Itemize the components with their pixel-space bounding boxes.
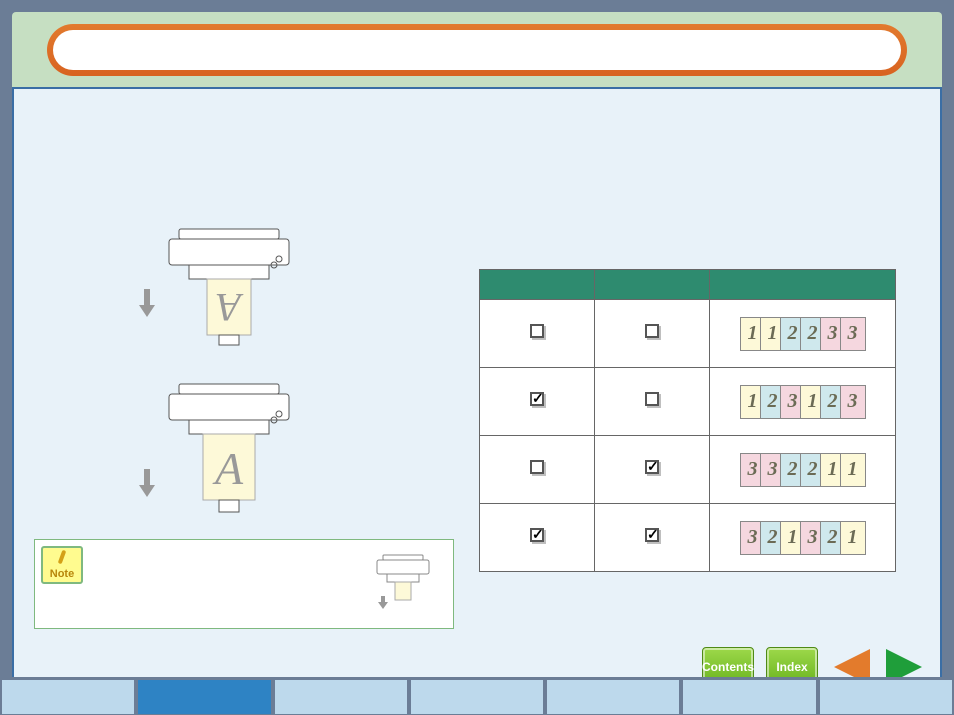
table-row: 321321 xyxy=(480,504,896,572)
collate-checkbox-cell xyxy=(480,368,595,436)
reverse-checkbox-cell xyxy=(595,436,710,504)
page-icon: 1 xyxy=(840,521,866,555)
reverse-checkbox[interactable] xyxy=(645,324,659,338)
collate-checkbox-cell xyxy=(480,504,595,572)
bottom-tab[interactable] xyxy=(138,680,270,714)
note-box: Note xyxy=(34,539,454,629)
table-row: 112233 xyxy=(480,300,896,368)
collate-checkbox[interactable] xyxy=(530,460,544,474)
bottom-tab[interactable] xyxy=(820,680,952,714)
reverse-checkbox-cell xyxy=(595,368,710,436)
table-row: 332211 xyxy=(480,436,896,504)
collate-table: 112233123123332211321321 xyxy=(479,269,896,572)
table-header-result xyxy=(710,270,896,300)
note-icon: Note xyxy=(41,546,83,584)
result-cell: 321321 xyxy=(710,504,896,572)
outer-frame: A A No xyxy=(12,12,942,703)
bottom-tab[interactable] xyxy=(683,680,815,714)
result-cell: 112233 xyxy=(710,300,896,368)
page-title xyxy=(53,30,901,70)
contents-button-label: Contents xyxy=(702,660,754,674)
bottom-tabs xyxy=(0,677,954,715)
bottom-tab[interactable] xyxy=(275,680,407,714)
collate-checkbox-cell xyxy=(480,300,595,368)
collate-checkbox[interactable] xyxy=(530,324,544,338)
svg-text:A: A xyxy=(212,443,244,494)
table-header-col2 xyxy=(595,270,710,300)
reverse-checkbox[interactable] xyxy=(645,528,659,542)
collate-checkbox[interactable] xyxy=(530,528,544,542)
bottom-tab[interactable] xyxy=(2,680,134,714)
table-header-col1 xyxy=(480,270,595,300)
printer-diagram-face-down: A xyxy=(159,374,299,529)
bottom-tab[interactable] xyxy=(547,680,679,714)
index-button-label: Index xyxy=(776,660,807,674)
printer-diagram-face-up: A xyxy=(159,219,299,354)
page-icon: 3 xyxy=(840,385,866,419)
table-row: 123123 xyxy=(480,368,896,436)
note-mini-printer-icon xyxy=(373,550,433,615)
reverse-checkbox[interactable] xyxy=(645,392,659,406)
result-cell: 332211 xyxy=(710,436,896,504)
title-bar xyxy=(47,24,907,76)
result-cell: 123123 xyxy=(710,368,896,436)
bottom-tab[interactable] xyxy=(411,680,543,714)
content-panel: A A No xyxy=(12,87,942,703)
reverse-checkbox-cell xyxy=(595,300,710,368)
svg-text:A: A xyxy=(216,285,244,330)
reverse-checkbox-cell xyxy=(595,504,710,572)
page-icon: 3 xyxy=(840,317,866,351)
collate-checkbox-cell xyxy=(480,436,595,504)
note-label: Note xyxy=(50,568,74,580)
page-icon: 1 xyxy=(840,453,866,487)
collate-checkbox[interactable] xyxy=(530,392,544,406)
reverse-checkbox[interactable] xyxy=(645,460,659,474)
